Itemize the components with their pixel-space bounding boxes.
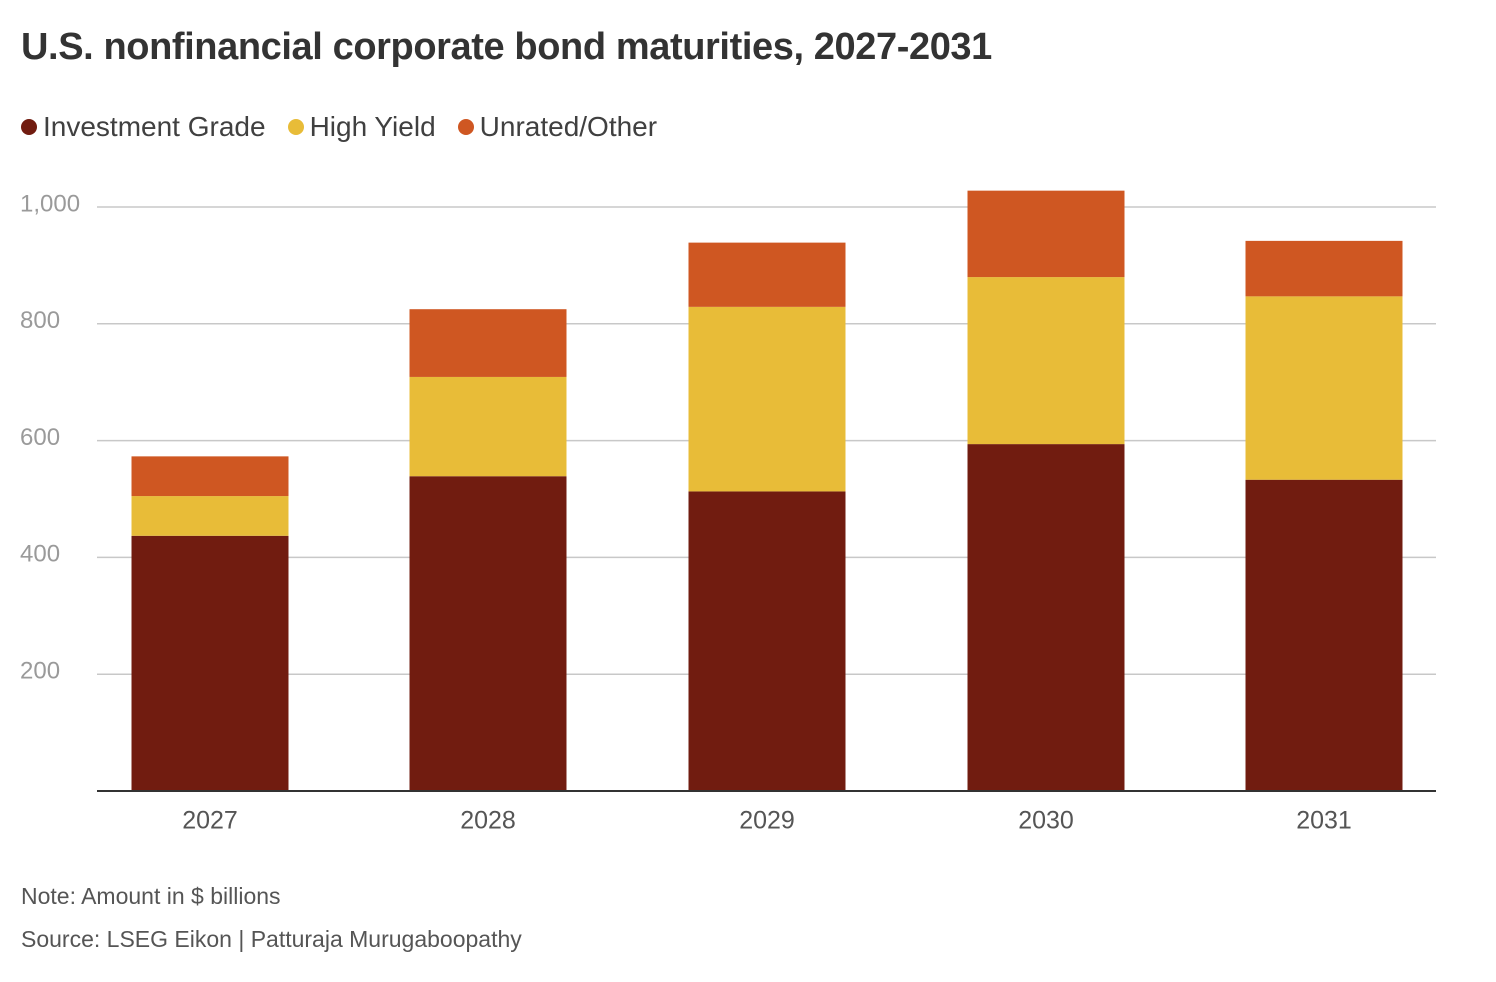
bar-2029-high-yield (688, 306, 846, 492)
legend-dot-unrated-other (457, 119, 474, 135)
bar-2027-investment-grade (131, 535, 289, 791)
y-tick-label: 600 (20, 424, 60, 451)
y-tick-label: 400 (20, 541, 60, 568)
bar-2031-high-yield (1245, 296, 1403, 480)
legend-label-unrated-other: Unrated/Other (479, 111, 658, 142)
x-tick-label-2031: 2031 (1296, 807, 1352, 835)
bar-2028-investment-grade (409, 476, 567, 791)
x-tick-label-2027: 2027 (182, 807, 238, 835)
bar-2030-unrated-other (967, 190, 1125, 278)
x-tick-label-2029: 2029 (739, 807, 795, 835)
chart-title: U.S. nonfinancial corporate bond maturit… (21, 26, 992, 68)
bar-2029-investment-grade (688, 491, 846, 791)
chart-source: Source: LSEG Eikon | Patturaja Murugaboo… (21, 926, 522, 952)
chart-note: Note: Amount in $ billions (21, 883, 281, 909)
bar-2028-unrated-other (409, 309, 567, 377)
x-tick-label-2028: 2028 (460, 807, 516, 835)
legend-label-high-yield: High Yield (309, 111, 436, 142)
legend-item-investment-grade: Investment Grade (21, 111, 266, 143)
legend-item-high-yield: High Yield (287, 111, 436, 143)
bar-2030-investment-grade (967, 444, 1125, 791)
legend-item-unrated-other: Unrated/Other (457, 111, 658, 143)
y-tick-label: 1,000 (20, 190, 80, 217)
bar-2031-investment-grade (1245, 479, 1403, 791)
bar-2031-unrated-other (1245, 240, 1403, 297)
bar-2029-unrated-other (688, 242, 846, 307)
bar-2027-unrated-other (131, 456, 289, 497)
legend: Investment Grade High Yield Unrated/Othe… (21, 111, 679, 143)
legend-dot-investment-grade (21, 119, 37, 135)
bar-2030-high-yield (967, 277, 1125, 445)
y-tick-label: 200 (20, 658, 60, 685)
legend-label-investment-grade: Investment Grade (43, 111, 266, 142)
bar-2028-high-yield (409, 376, 567, 477)
x-tick-label-2030: 2030 (1018, 807, 1074, 835)
y-tick-label: 800 (20, 307, 60, 334)
bar-2027-high-yield (131, 496, 289, 536)
legend-dot-high-yield (287, 119, 304, 135)
